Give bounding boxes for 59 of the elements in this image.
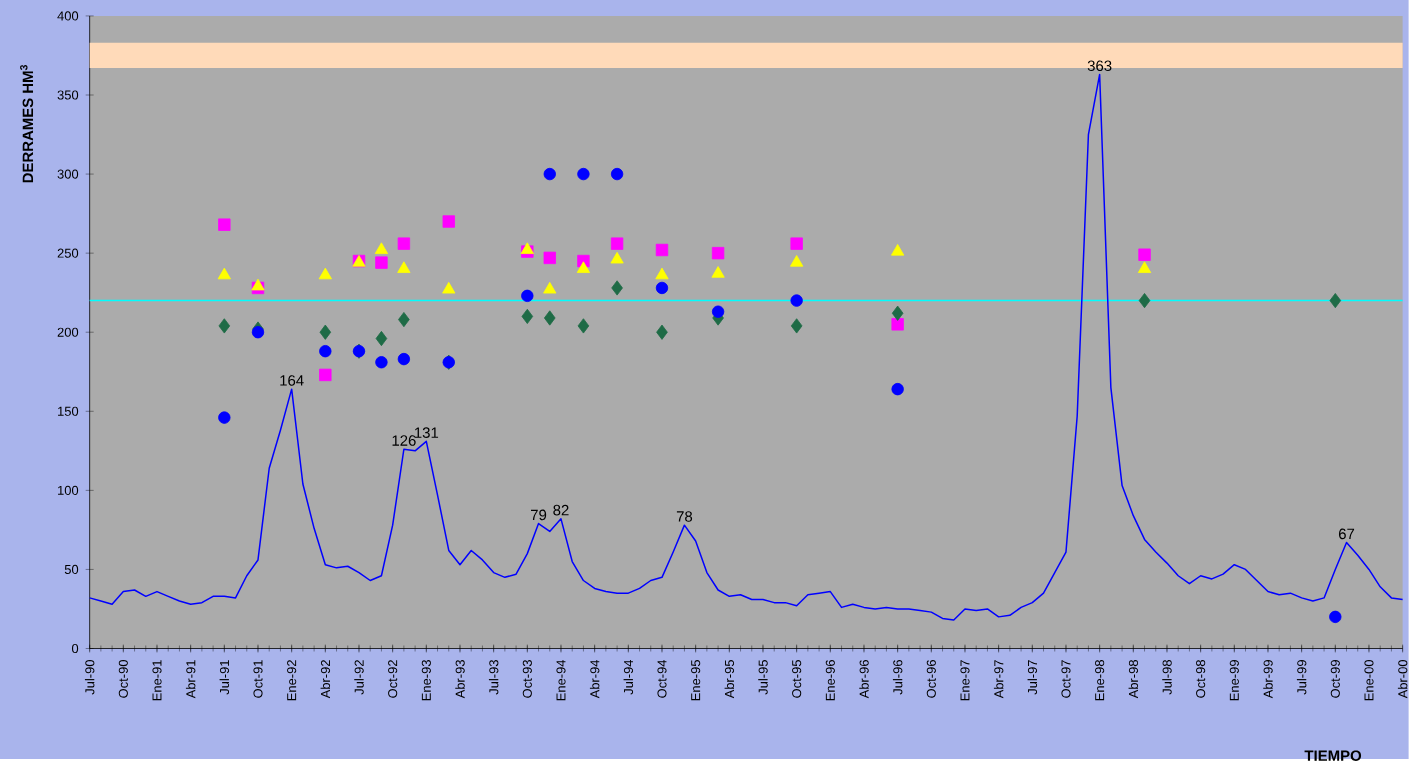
x-tick-label: Abr-00 xyxy=(1397,660,1408,699)
y-tick-label: 300 xyxy=(57,169,79,179)
x-tick-label: Oct-96 xyxy=(926,660,936,698)
x-tick-label: Jul-99 xyxy=(1296,660,1307,695)
x-tick-label: Oct-98 xyxy=(1196,660,1206,698)
x-tick-label: Ene-97 xyxy=(960,660,970,701)
x-tick-label: Jul-93 xyxy=(488,660,499,695)
y-tick-label: 50 xyxy=(64,565,79,575)
data-label: 126 xyxy=(392,435,416,447)
y-tick-label: 350 xyxy=(57,90,79,100)
x-tick-label: Ene-94 xyxy=(556,660,566,701)
x-tick-label: Oct-97 xyxy=(1061,660,1071,698)
x-tick-label: Abr-99 xyxy=(1263,660,1273,699)
x-tick-label: Ene-98 xyxy=(1095,660,1105,701)
x-tick-label: Ene-92 xyxy=(287,660,297,701)
data-label: 363 xyxy=(1087,60,1112,72)
x-tick-label: Ene-96 xyxy=(825,660,835,701)
x-tick-label: Oct-90 xyxy=(118,660,128,698)
y-tick-label: 400 xyxy=(57,11,79,21)
x-tick-label: Jul-92 xyxy=(354,660,364,695)
x-tick-label: Abr-96 xyxy=(859,660,869,699)
data-label: 131 xyxy=(415,427,439,439)
x-tick-label: Oct-93 xyxy=(522,660,532,698)
y-tick-label: 100 xyxy=(58,485,79,496)
y-tick-label: 250 xyxy=(57,248,79,258)
data-label: 79 xyxy=(531,509,547,521)
x-tick-label: Jul-95 xyxy=(758,660,768,695)
y-tick-label: 150 xyxy=(58,406,79,417)
x-tick-label: Oct-91 xyxy=(253,660,263,698)
data-label: 164 xyxy=(280,375,304,386)
x-tick-label: Ene-00 xyxy=(1364,660,1374,701)
x-tick-label: Abr-95 xyxy=(724,660,735,699)
x-tick-label: Abr-91 xyxy=(185,660,196,699)
x-tick-label: Jul-96 xyxy=(892,660,903,695)
x-tick-label: Jul-94 xyxy=(623,660,634,695)
x-tick-label: Ene-95 xyxy=(691,660,701,701)
x-axis-title: TIEMPO xyxy=(1304,750,1362,762)
x-tick-label: Oct-94 xyxy=(657,660,667,698)
x-tick-label: Abr-97 xyxy=(993,660,1004,699)
y-tick-label: 0 xyxy=(71,644,79,654)
x-tick-label: Jul-91 xyxy=(219,660,230,695)
x-tick-label: Ene-91 xyxy=(152,660,162,701)
x-tick-label: Jul-90 xyxy=(84,660,95,695)
x-tick-label: Abr-94 xyxy=(589,660,600,699)
y-axis-title: DERRAMES HM$^{3}$ xyxy=(20,65,34,183)
x-tick-label: Oct-95 xyxy=(792,660,802,698)
x-tick-label: Jul-98 xyxy=(1162,660,1172,695)
x-tick-label: Abr-93 xyxy=(455,660,465,699)
x-tick-label: Jul-97 xyxy=(1027,660,1038,695)
y-tick-label: 200 xyxy=(57,327,79,337)
x-tick-label: Abr-98 xyxy=(1128,660,1139,699)
data-label: 78 xyxy=(676,511,693,522)
data-label: 82 xyxy=(553,505,569,516)
x-tick-label: Oct-99 xyxy=(1330,660,1340,698)
x-tick-label: Abr-92 xyxy=(320,660,331,699)
x-tick-label: Oct-92 xyxy=(388,660,398,698)
x-tick-label: Ene-93 xyxy=(421,660,431,701)
x-tick-label: Ene-99 xyxy=(1229,660,1239,701)
data-label: 67 xyxy=(1338,528,1355,540)
